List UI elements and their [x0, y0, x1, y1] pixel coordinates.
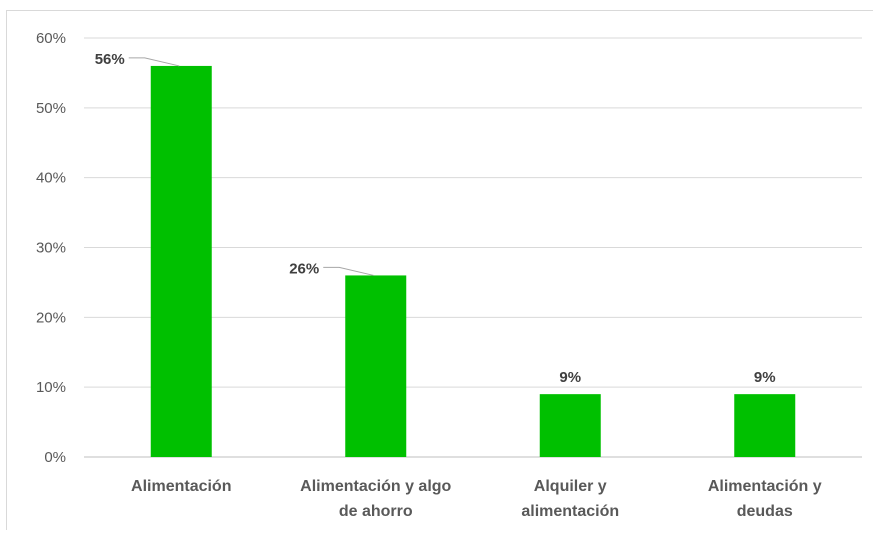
leader-line: [128, 57, 180, 67]
bar: [345, 275, 407, 457]
data-label: 56%: [95, 51, 125, 68]
bar: [734, 394, 796, 457]
data-label: 26%: [289, 260, 319, 277]
category-label: Alimentación: [131, 478, 231, 495]
y-tick-label: 10%: [36, 379, 66, 396]
gridlines: [84, 37, 862, 458]
bars: [150, 65, 796, 457]
leader-line: [323, 266, 374, 276]
data-labels: 56% 26% 9% 9%: [95, 51, 776, 386]
bar: [150, 65, 212, 457]
data-label: 9%: [559, 369, 581, 386]
y-tick-label: 60%: [36, 30, 66, 47]
y-tick-label: 0%: [44, 449, 66, 466]
category-label: alimentación: [521, 503, 619, 520]
category-label: Alimentación y algo: [300, 478, 451, 495]
y-axis-ticks: 0% 10% 20% 30% 40% 50% 60%: [36, 30, 66, 466]
category-label: Alquiler y: [534, 478, 607, 495]
category-label: deudas: [737, 503, 793, 520]
x-axis-categories: Alimentación Alimentación y algo de ahorro…: [131, 478, 822, 520]
y-tick-label: 50%: [36, 100, 66, 117]
y-tick-label: 40%: [36, 170, 66, 187]
data-label-leaders: [128, 57, 374, 276]
y-tick-label: 20%: [36, 309, 66, 326]
bar: [539, 394, 601, 457]
chart-area: [6, 10, 873, 530]
category-label: Alimentación y: [708, 478, 822, 495]
data-label: 9%: [754, 369, 776, 386]
y-tick-label: 30%: [36, 240, 66, 257]
category-label: de ahorro: [339, 503, 413, 520]
